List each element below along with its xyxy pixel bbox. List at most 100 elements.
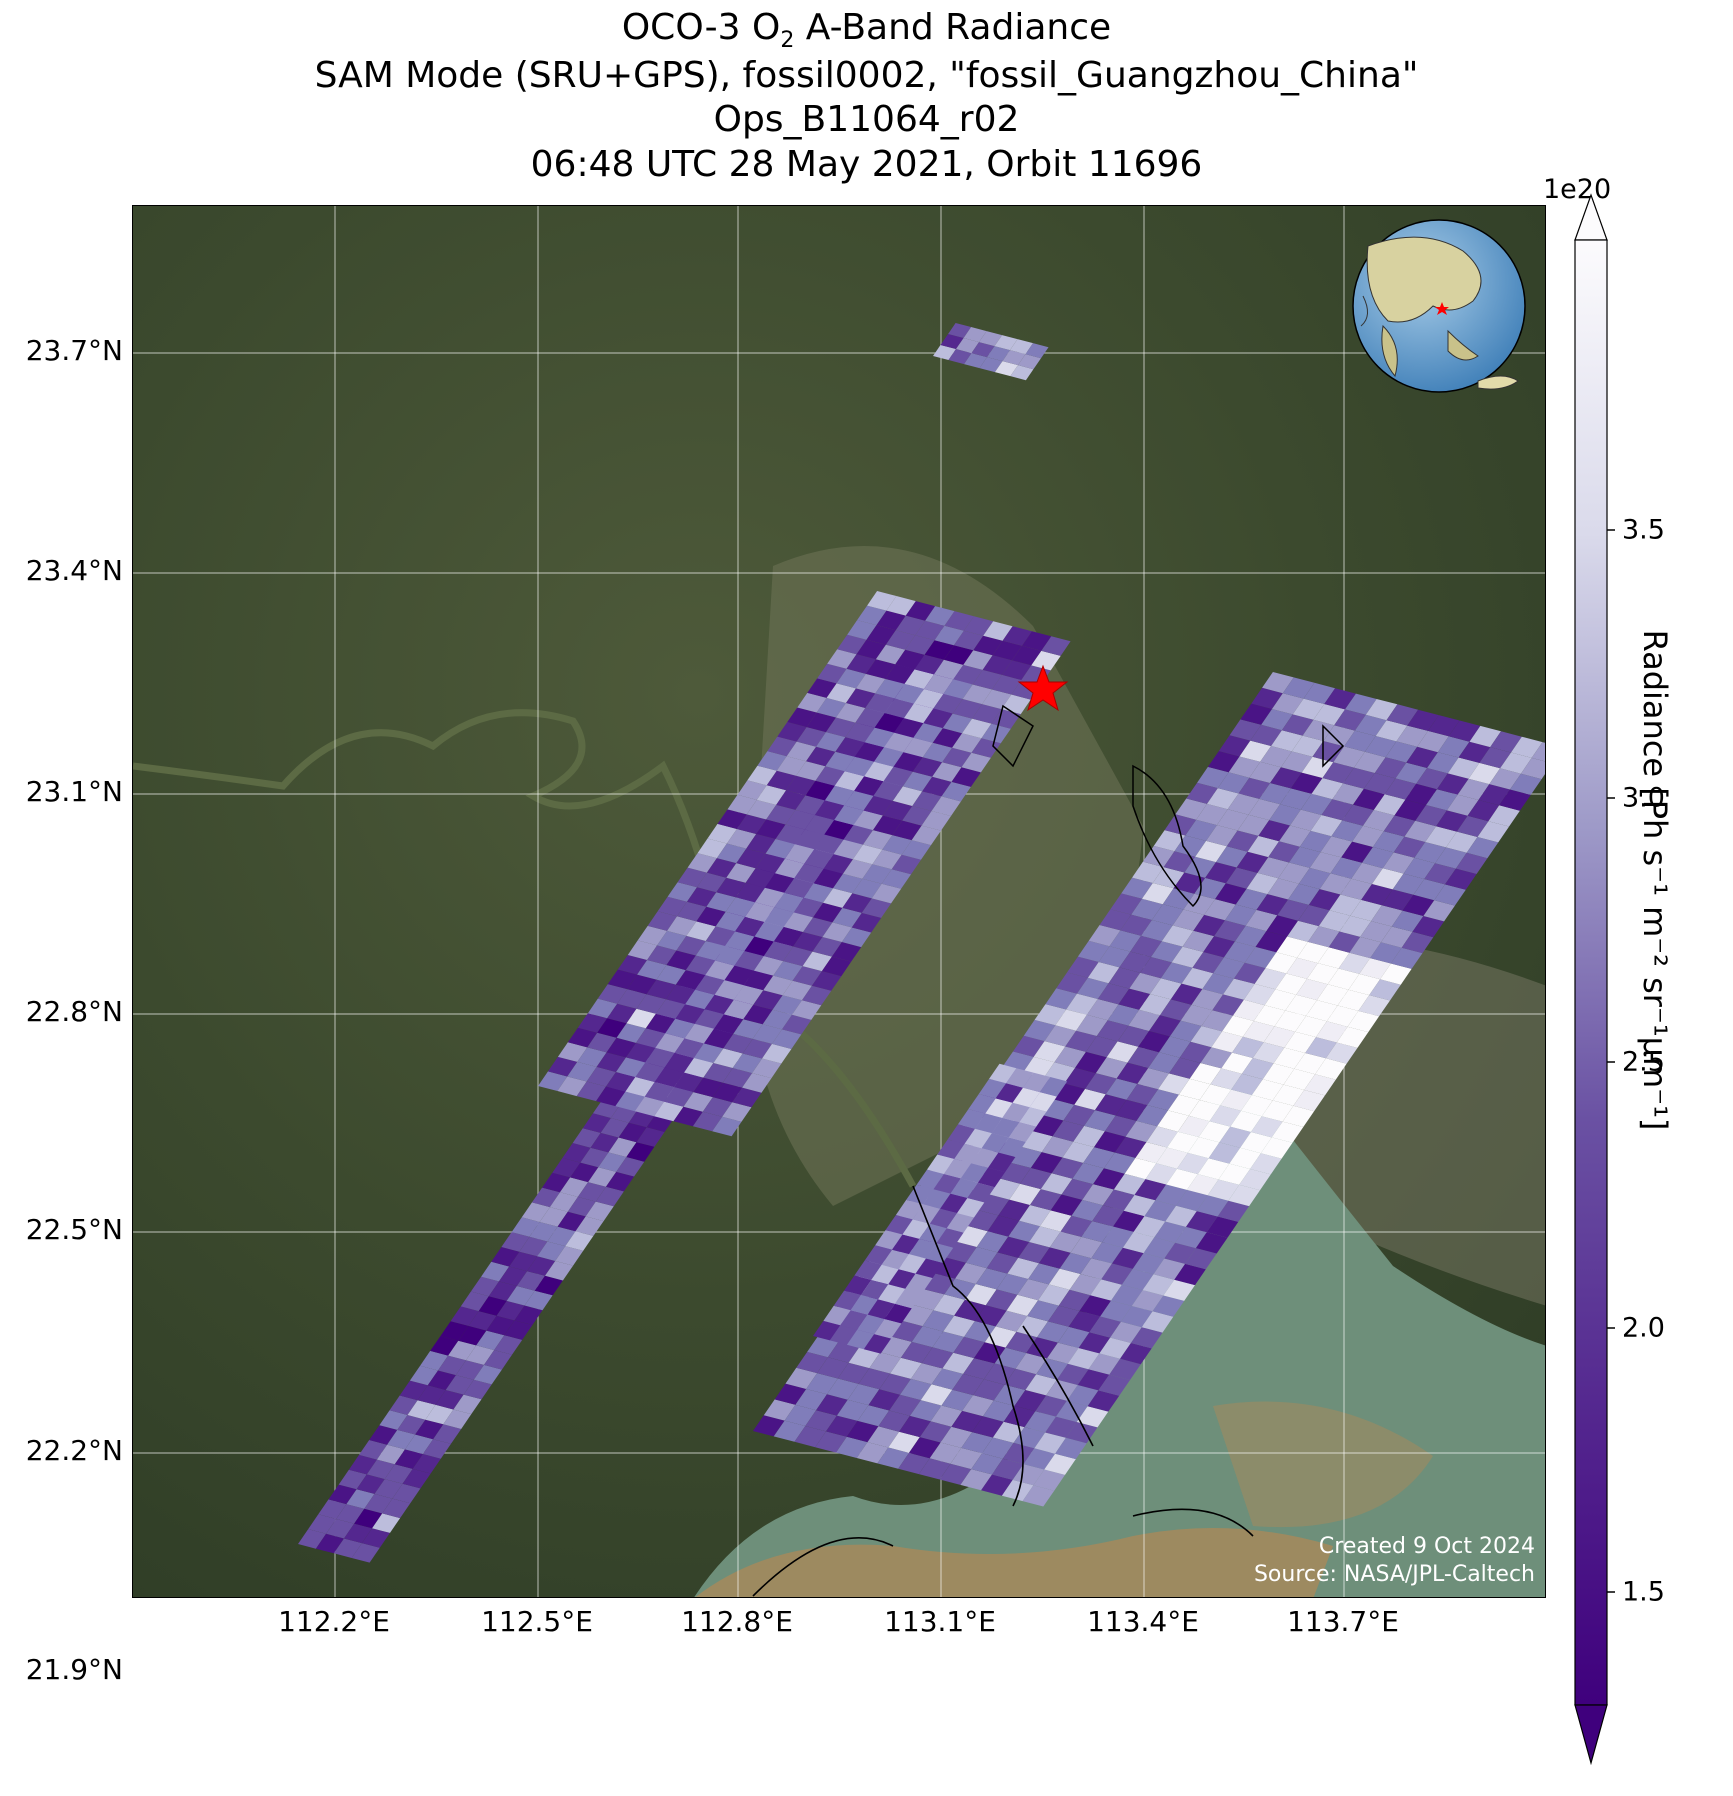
radiance-pixel <box>1153 830 1186 852</box>
radiance-pixel <box>1097 983 1130 1005</box>
radiance-pixel <box>742 1073 772 1093</box>
radiance-pixel <box>992 640 1022 661</box>
radiance-pixel <box>1094 1131 1126 1153</box>
radiance-pixel <box>615 1091 645 1112</box>
radiance-pixel <box>732 1053 763 1074</box>
radiance-pixel <box>484 1350 512 1370</box>
radiance-pixel <box>856 1442 889 1464</box>
radiance-pixel <box>765 839 795 859</box>
radiance-pixel <box>833 873 863 894</box>
radiance-pixel <box>1363 810 1395 832</box>
radiance-pixel <box>607 1003 637 1024</box>
radiance-pixel <box>1345 693 1377 715</box>
radiance-pixel <box>1006 1068 1034 1088</box>
radiance-pixel <box>647 911 677 931</box>
radiance-pixel <box>1282 1105 1315 1127</box>
radiance-pixel <box>733 1019 763 1039</box>
radiance-pixel <box>1144 1200 1177 1222</box>
radiance-pixel <box>953 1336 985 1359</box>
radiance-pixel <box>1229 719 1262 741</box>
radiance-pixel <box>445 1375 474 1395</box>
radiance-pixel <box>878 1410 910 1432</box>
radiance-pixel <box>1007 1257 1039 1279</box>
radiance-pixel <box>929 1442 962 1464</box>
radiance-pixel <box>308 1514 337 1534</box>
radiance-pixel <box>863 1334 892 1354</box>
radiance-pixel <box>850 1295 878 1315</box>
radiance-pixel <box>1076 1014 1108 1036</box>
radiance-pixel <box>1324 688 1356 710</box>
radiance-pixel <box>1002 1442 1035 1465</box>
radiance-pixel <box>1294 1053 1326 1075</box>
radiance-pixel <box>746 834 776 854</box>
radiance-pixel <box>1001 1479 1034 1502</box>
radiance-pixel <box>715 946 745 966</box>
radiance-pixel <box>547 1226 576 1247</box>
radiance-pixel <box>438 1355 466 1376</box>
radiance-pixel <box>1222 1015 1254 1037</box>
radiance-pixel <box>1250 724 1282 746</box>
radiance-pixel <box>1354 751 1386 773</box>
radiance-pixel <box>576 1081 606 1102</box>
radiance-pixel <box>1009 1183 1041 1205</box>
radiance-pixel <box>1095 1057 1128 1079</box>
radiance-pixel <box>1249 761 1281 783</box>
radiance-pixel <box>1306 1000 1338 1022</box>
radiance-pixel <box>1157 1110 1189 1132</box>
radiance-pixel <box>686 921 716 941</box>
radiance-pixel <box>542 1172 571 1193</box>
radiance-pixel <box>557 1076 587 1097</box>
radiance-pixel <box>1272 693 1304 715</box>
radiance-pixel <box>752 1058 782 1079</box>
radiance-pixel <box>1333 746 1365 768</box>
radiance-pixel <box>912 1204 941 1224</box>
radiance-pixel <box>992 674 1022 695</box>
radiance-pixel <box>1338 952 1371 974</box>
radiance-pixel <box>1232 1036 1264 1058</box>
radiance-pixel <box>802 951 832 972</box>
radiance-pixel <box>1099 1337 1131 1359</box>
radiance-pixel <box>1236 851 1269 873</box>
radiance-pixel <box>1143 1237 1176 1259</box>
radiance-pixel <box>667 916 697 936</box>
radiance-pixel <box>433 1424 462 1444</box>
radiance-pixel <box>1258 820 1290 842</box>
radiance-pixel <box>866 625 896 645</box>
radiance-pixel <box>1122 1231 1155 1254</box>
radiance-pixel <box>1404 820 1437 842</box>
radiance-pixel <box>1095 1094 1127 1116</box>
sediment-plume-2 <box>1213 1401 1433 1528</box>
colorbar-gradient <box>1574 239 1608 1706</box>
radiance-pixel <box>1002 660 1032 680</box>
radiance-pixel <box>889 1394 921 1416</box>
radiance-pixel <box>722 1068 753 1088</box>
radiance-pixel <box>871 883 902 904</box>
radiance-pixel <box>885 664 915 684</box>
radiance-pixel <box>539 1207 568 1227</box>
radiance-pixel <box>802 985 832 1006</box>
radiance-pixel <box>1296 978 1328 1001</box>
radiance-pixel <box>835 737 865 757</box>
radiance-pixel <box>985 1289 1018 1311</box>
radiance-pixel <box>1158 1073 1190 1095</box>
radiance-pixel <box>982 689 1012 710</box>
radiance-pixel <box>1066 1385 1099 1407</box>
lat-label: 22.8°N <box>25 995 123 1028</box>
radiance-pixel <box>1203 936 1235 958</box>
radiance-pixel <box>582 1113 611 1133</box>
radiance-pixel <box>1132 861 1164 883</box>
radiance-pixel <box>514 1305 543 1325</box>
radiance-pixel <box>924 640 954 660</box>
radiance-pixel <box>1221 1052 1253 1074</box>
radiance-pixel <box>895 1199 924 1220</box>
radiance-pixel <box>916 1169 944 1190</box>
radiance-pixel <box>627 940 658 960</box>
radiance-pixel <box>948 349 972 365</box>
radiance-pixel <box>1052 1120 1085 1142</box>
radiance-pixel <box>786 775 816 796</box>
radiance-pixel <box>879 1373 911 1395</box>
radiance-pixel <box>1127 1046 1160 1068</box>
radiance-pixel <box>606 1171 635 1192</box>
radiance-pixel <box>882 835 912 855</box>
radiance-pixel <box>1115 1099 1148 1121</box>
